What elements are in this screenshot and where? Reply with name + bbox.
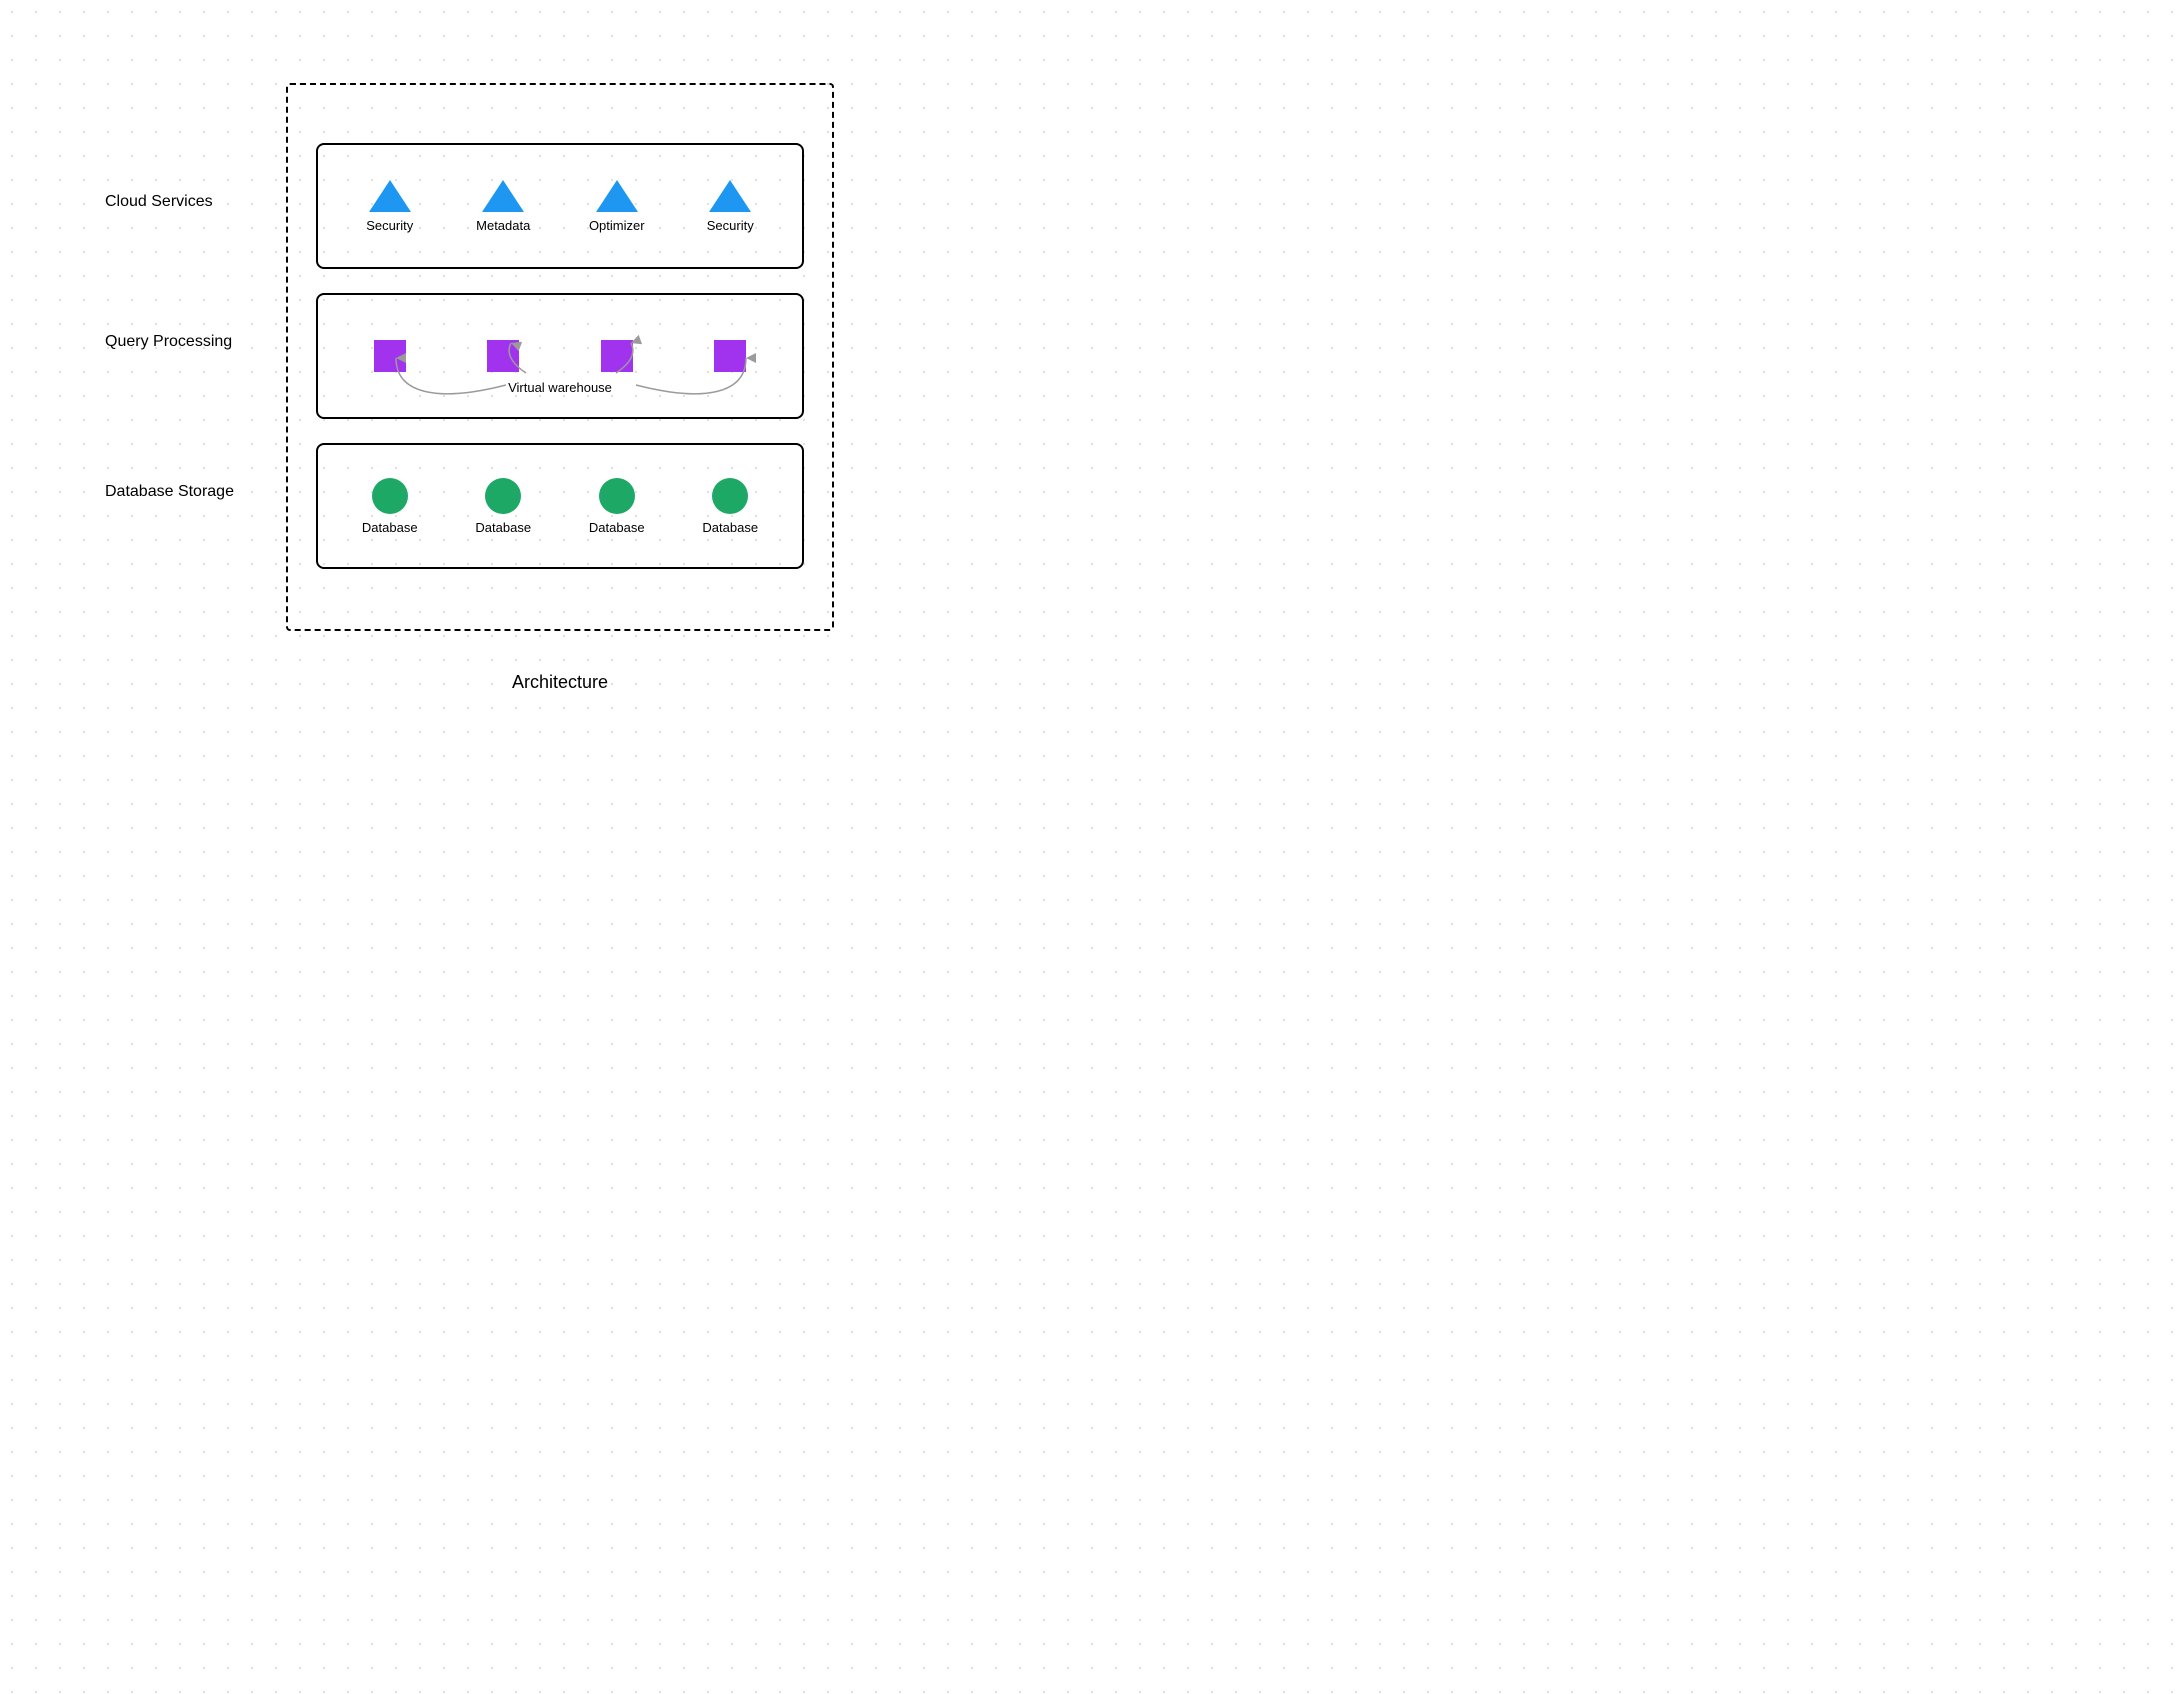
layer-box-query-processing (316, 293, 804, 419)
database-storage-item: Database (463, 478, 543, 535)
cloud-services-item-label: Security (707, 218, 754, 233)
circle-icon (372, 478, 408, 514)
layer-label-cloud-services: Cloud Services (105, 193, 213, 211)
triangle-icon (482, 180, 524, 212)
circle-icon (485, 478, 521, 514)
triangle-icon (709, 180, 751, 212)
circle-icon (599, 478, 635, 514)
cloud-services-item: Security (690, 180, 770, 233)
database-storage-item-label: Database (362, 520, 418, 535)
database-storage-item: Database (690, 478, 770, 535)
virtual-warehouse-label: Virtual warehouse (508, 380, 612, 395)
query-processing-item (350, 340, 430, 372)
square-icon (487, 340, 519, 372)
diagram-title: Architecture (512, 672, 608, 693)
circle-icon (712, 478, 748, 514)
cloud-services-item: Optimizer (577, 180, 657, 233)
query-processing-item (463, 340, 543, 372)
triangle-icon (596, 180, 638, 212)
layer-box-database-storage: Database Database Database Database (316, 443, 804, 569)
square-icon (374, 340, 406, 372)
database-storage-item-label: Database (702, 520, 758, 535)
database-storage-item: Database (350, 478, 430, 535)
query-processing-item (690, 340, 770, 372)
cloud-services-item-label: Optimizer (589, 218, 645, 233)
cloud-services-item: Metadata (463, 180, 543, 233)
database-storage-item-label: Database (475, 520, 531, 535)
cloud-services-item-label: Security (366, 218, 413, 233)
layer-label-database-storage: Database Storage (105, 483, 234, 501)
triangle-icon (369, 180, 411, 212)
layer-label-query-processing: Query Processing (105, 333, 232, 351)
square-icon (601, 340, 633, 372)
database-storage-item-label: Database (589, 520, 645, 535)
square-icon (714, 340, 746, 372)
diagram-canvas: Cloud Services Query Processing Database… (0, 0, 1089, 847)
query-processing-item (577, 340, 657, 372)
layer-box-cloud-services: Security Metadata Optimizer Security (316, 143, 804, 269)
cloud-services-item: Security (350, 180, 430, 233)
database-storage-item: Database (577, 478, 657, 535)
cloud-services-item-label: Metadata (476, 218, 530, 233)
